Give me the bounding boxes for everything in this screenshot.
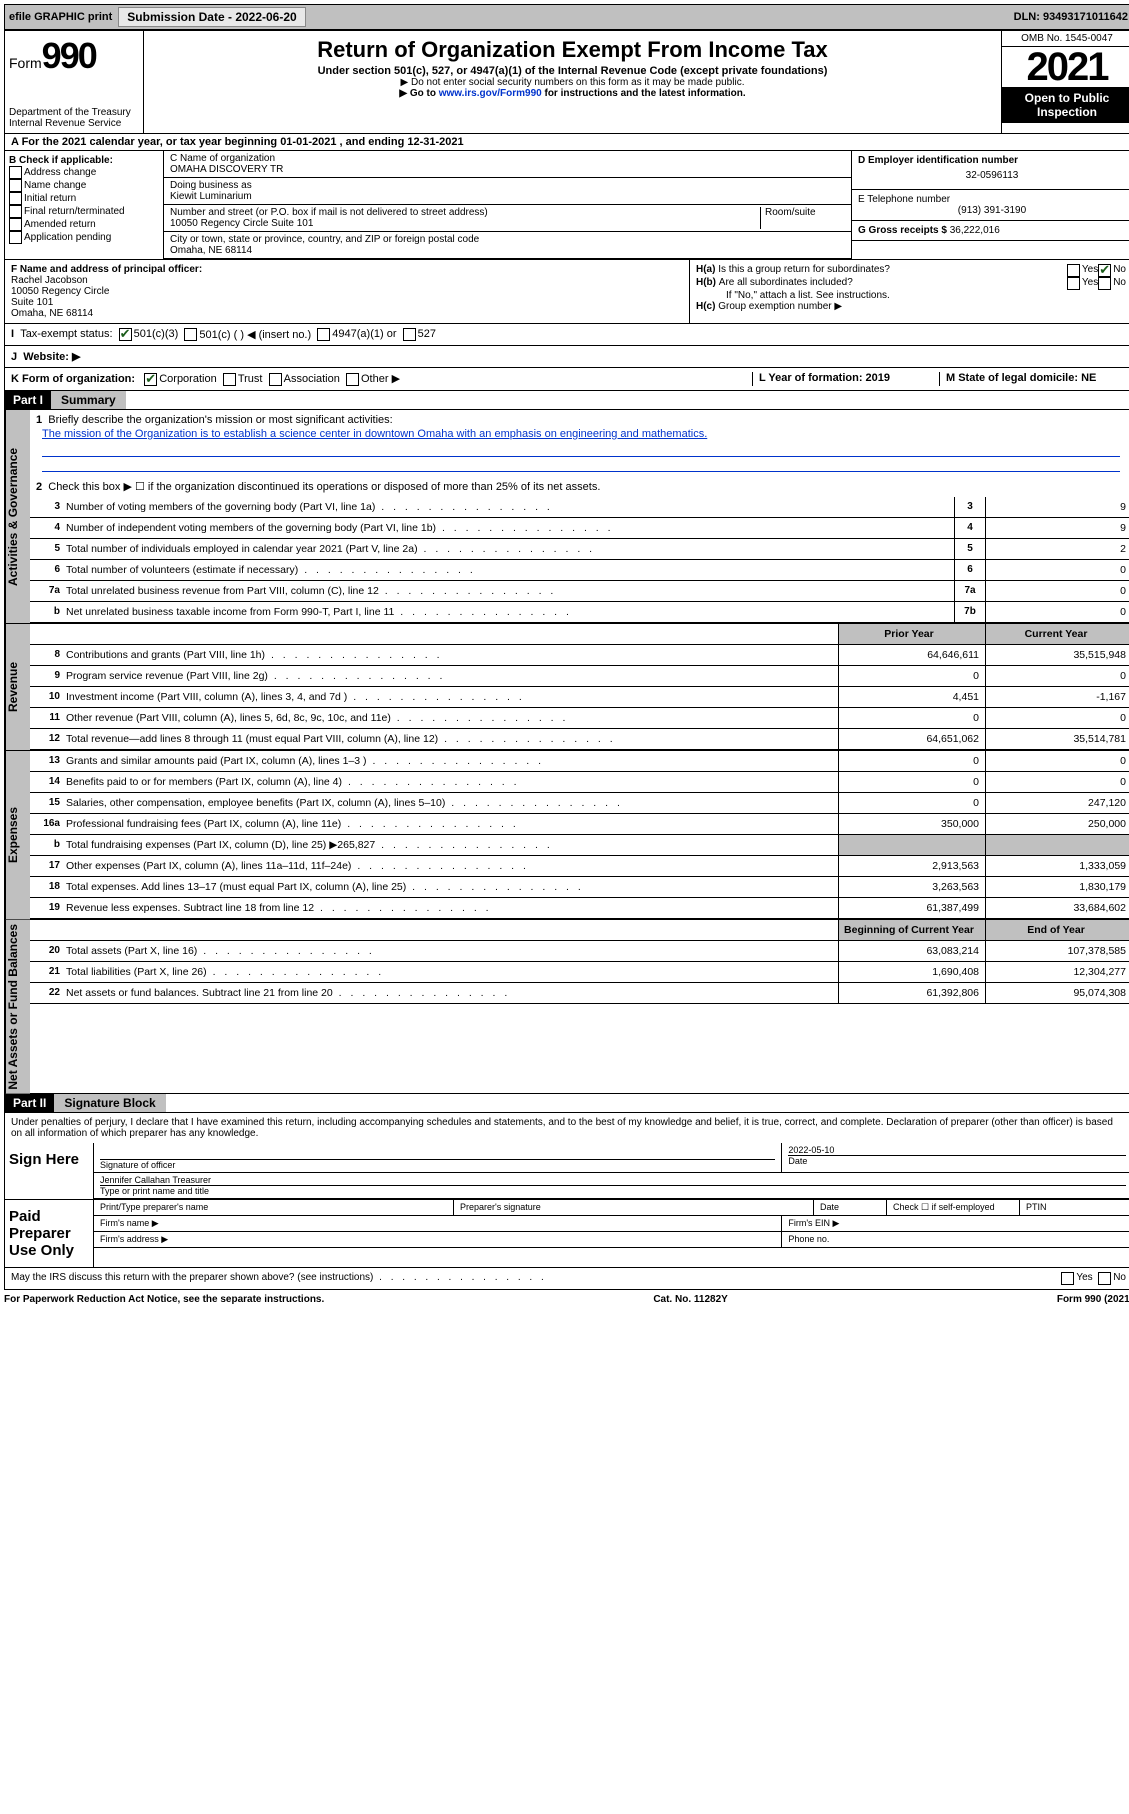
efile-label[interactable]: efile GRAPHIC print: [9, 11, 112, 23]
line-16a: 16a Professional fundraising fees (Part …: [30, 814, 1129, 835]
form-number: 990: [42, 35, 96, 76]
line-6: 6 Total number of volunteers (estimate i…: [30, 560, 1129, 581]
city-state-zip: Omaha, NE 68114: [170, 245, 845, 256]
line-19: 19 Revenue less expenses. Subtract line …: [30, 898, 1129, 919]
form-header: Form990 Department of the Treasury Inter…: [4, 30, 1129, 134]
governance-section: Activities & Governance 1 Briefly descri…: [4, 410, 1129, 624]
line-b: b Total fundraising expenses (Part IX, c…: [30, 835, 1129, 856]
signature-block: Under penalties of perjury, I declare th…: [4, 1113, 1129, 1290]
col-c: C Name of organization OMAHA DISCOVERY T…: [164, 151, 851, 259]
form-title: Return of Organization Exempt From Incom…: [148, 37, 997, 63]
line-15: 15 Salaries, other compensation, employe…: [30, 793, 1129, 814]
telephone: (913) 391-3190: [858, 205, 1126, 216]
line-20: 20 Total assets (Part X, line 16) 63,083…: [30, 941, 1129, 962]
officer-name: Rachel Jacobson: [11, 275, 683, 286]
col-b: B Check if applicable: Address change Na…: [5, 151, 164, 259]
declaration: Under penalties of perjury, I declare th…: [5, 1113, 1129, 1143]
line-17: 17 Other expenses (Part IX, column (A), …: [30, 856, 1129, 877]
expenses-section: Expenses 13 Grants and similar amounts p…: [4, 751, 1129, 920]
vtab-expenses: Expenses: [5, 751, 30, 919]
line-7a: 7a Total unrelated business revenue from…: [30, 581, 1129, 602]
dln: DLN: 93493171011642: [1014, 11, 1128, 23]
line-3: 3 Number of voting members of the govern…: [30, 497, 1129, 518]
part-1-header: Part I Summary: [4, 391, 1129, 410]
section-fh: F Name and address of principal officer:…: [4, 260, 1129, 324]
row-j: J Website: ▶: [4, 346, 1129, 368]
line-8: 8 Contributions and grants (Part VIII, l…: [30, 645, 1129, 666]
mission-text: The mission of the Organization is to es…: [36, 426, 1126, 442]
line-5: 5 Total number of individuals employed i…: [30, 539, 1129, 560]
line-14: 14 Benefits paid to or for members (Part…: [30, 772, 1129, 793]
vtab-revenue: Revenue: [5, 624, 30, 750]
col-d: D Employer identification number 32-0596…: [851, 151, 1129, 259]
line-12: 12 Total revenue—add lines 8 through 11 …: [30, 729, 1129, 750]
line-10: 10 Investment income (Part VIII, column …: [30, 687, 1129, 708]
officer-signed-name: Jennifer Callahan Treasurer: [100, 1175, 1126, 1185]
gross-receipts: 36,222,016: [950, 225, 1000, 236]
part-2-header: Part II Signature Block: [4, 1094, 1129, 1113]
line-13: 13 Grants and similar amounts paid (Part…: [30, 751, 1129, 772]
org-name: OMAHA DISCOVERY TR: [170, 164, 845, 175]
subtitle-2: ▶ Do not enter social security numbers o…: [148, 77, 997, 88]
revenue-section: Revenue Prior Year Current Year 8 Contri…: [4, 624, 1129, 751]
row-i: I Tax-exempt status: 501(c)(3) 501(c) ( …: [4, 324, 1129, 346]
row-k: K Form of organization: Corporation Trus…: [4, 368, 1129, 391]
line-4: 4 Number of independent voting members o…: [30, 518, 1129, 539]
line-11: 11 Other revenue (Part VIII, column (A),…: [30, 708, 1129, 729]
line-9: 9 Program service revenue (Part VIII, li…: [30, 666, 1129, 687]
irs-label: Internal Revenue Service: [9, 118, 139, 129]
ein: 32-0596113: [858, 166, 1126, 185]
irs-link[interactable]: www.irs.gov/Form990: [439, 88, 542, 99]
dba: Kiewit Luminarium: [170, 191, 845, 202]
signature-date: 2022-05-10: [788, 1145, 1126, 1155]
top-bar: efile GRAPHIC print Submission Date - 20…: [4, 4, 1129, 30]
line-18: 18 Total expenses. Add lines 13–17 (must…: [30, 877, 1129, 898]
open-public: Open to Public Inspection: [1002, 87, 1129, 123]
dept-label: Department of the Treasury: [9, 107, 139, 118]
subtitle-1: Under section 501(c), 527, or 4947(a)(1)…: [148, 65, 997, 77]
vtab-netassets: Net Assets or Fund Balances: [5, 920, 30, 1094]
tax-year: 2021: [1002, 47, 1129, 87]
netassets-section: Net Assets or Fund Balances Beginning of…: [4, 920, 1129, 1095]
line-21: 21 Total liabilities (Part X, line 26) 1…: [30, 962, 1129, 983]
line-22: 22 Net assets or fund balances. Subtract…: [30, 983, 1129, 1004]
section-bcd: B Check if applicable: Address change Na…: [4, 151, 1129, 260]
section-a: A For the 2021 calendar year, or tax yea…: [4, 134, 1129, 151]
line-b: b Net unrelated business taxable income …: [30, 602, 1129, 623]
submission-date: Submission Date - 2022-06-20: [118, 7, 305, 27]
street-address: 10050 Regency Circle Suite 101: [170, 218, 760, 229]
vtab-governance: Activities & Governance: [5, 410, 30, 623]
page-footer: For Paperwork Reduction Act Notice, see …: [4, 1290, 1129, 1309]
